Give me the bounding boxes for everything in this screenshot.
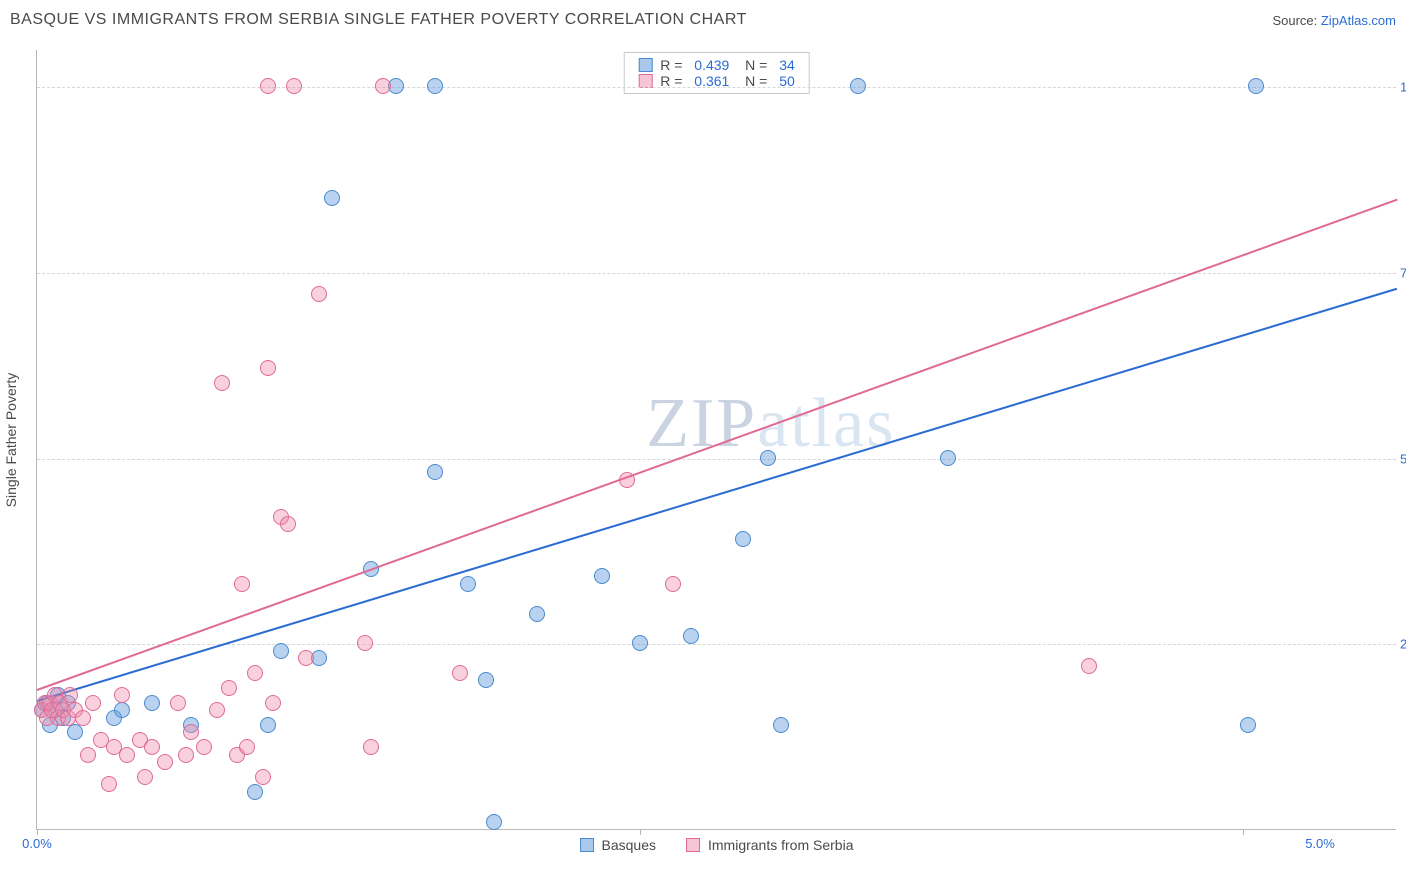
data-point	[137, 769, 153, 785]
legend-swatch-blue	[638, 58, 652, 72]
y-tick-label: 75.0%	[1400, 265, 1406, 280]
data-point	[324, 190, 340, 206]
series-legend: Basques Immigrants from Serbia	[580, 837, 854, 853]
x-tick-label: 5.0%	[1305, 836, 1335, 851]
y-tick-label: 25.0%	[1400, 637, 1406, 652]
data-point	[114, 687, 130, 703]
data-point	[67, 724, 83, 740]
data-point	[1240, 717, 1256, 733]
data-point	[375, 78, 391, 94]
data-point	[1248, 78, 1264, 94]
data-point	[460, 576, 476, 592]
gridline	[37, 459, 1396, 460]
data-point	[260, 360, 276, 376]
data-point	[85, 695, 101, 711]
source-link[interactable]: ZipAtlas.com	[1321, 13, 1396, 28]
data-point	[260, 78, 276, 94]
data-point	[178, 747, 194, 763]
gridline	[37, 644, 1396, 645]
gridline	[37, 87, 1396, 88]
y-tick-label: 50.0%	[1400, 451, 1406, 466]
data-point	[234, 576, 250, 592]
x-tick-mark	[640, 829, 641, 835]
data-point	[478, 672, 494, 688]
data-point	[80, 747, 96, 763]
x-tick-mark	[1243, 829, 1244, 835]
data-point	[62, 687, 78, 703]
data-point	[427, 464, 443, 480]
legend-swatch-pink	[686, 838, 700, 852]
data-point	[940, 450, 956, 466]
data-point	[144, 739, 160, 755]
source-label: Source: ZipAtlas.com	[1272, 13, 1396, 28]
data-point	[273, 643, 289, 659]
legend-swatch-blue	[580, 838, 594, 852]
data-point	[683, 628, 699, 644]
data-point	[280, 516, 296, 532]
data-point	[239, 739, 255, 755]
data-point	[632, 635, 648, 651]
y-tick-label: 100.0%	[1400, 80, 1406, 95]
x-tick-mark	[37, 829, 38, 835]
data-point	[144, 695, 160, 711]
data-point	[298, 650, 314, 666]
data-point	[247, 665, 263, 681]
data-point	[1081, 658, 1097, 674]
data-point	[214, 375, 230, 391]
data-point	[427, 78, 443, 94]
data-point	[209, 702, 225, 718]
data-point	[119, 747, 135, 763]
data-point	[286, 78, 302, 94]
data-point	[773, 717, 789, 733]
scatter-chart: Single Father Poverty ZIPatlas R = 0.439…	[36, 50, 1396, 830]
data-point	[735, 531, 751, 547]
data-point	[260, 717, 276, 733]
data-point	[594, 568, 610, 584]
data-point	[114, 702, 130, 718]
data-point	[529, 606, 545, 622]
data-point	[170, 695, 186, 711]
legend-item-basques: Basques	[580, 837, 656, 853]
data-point	[452, 665, 468, 681]
legend-row-basques: R = 0.439 N = 34	[638, 57, 795, 73]
data-point	[760, 450, 776, 466]
data-point	[157, 754, 173, 770]
data-point	[183, 724, 199, 740]
y-axis-label: Single Father Poverty	[3, 372, 19, 507]
data-point	[363, 739, 379, 755]
data-point	[75, 710, 91, 726]
data-point	[486, 814, 502, 830]
data-point	[357, 635, 373, 651]
data-point	[221, 680, 237, 696]
data-point	[665, 576, 681, 592]
chart-title: BASQUE VS IMMIGRANTS FROM SERBIA SINGLE …	[10, 11, 747, 29]
data-point	[196, 739, 212, 755]
data-point	[247, 784, 263, 800]
x-tick-label: 0.0%	[22, 836, 52, 851]
data-point	[265, 695, 281, 711]
legend-swatch-pink	[638, 74, 652, 88]
data-point	[850, 78, 866, 94]
trend-line	[37, 288, 1398, 702]
data-point	[311, 286, 327, 302]
data-point	[101, 776, 117, 792]
data-point	[255, 769, 271, 785]
legend-item-serbia: Immigrants from Serbia	[686, 837, 853, 853]
